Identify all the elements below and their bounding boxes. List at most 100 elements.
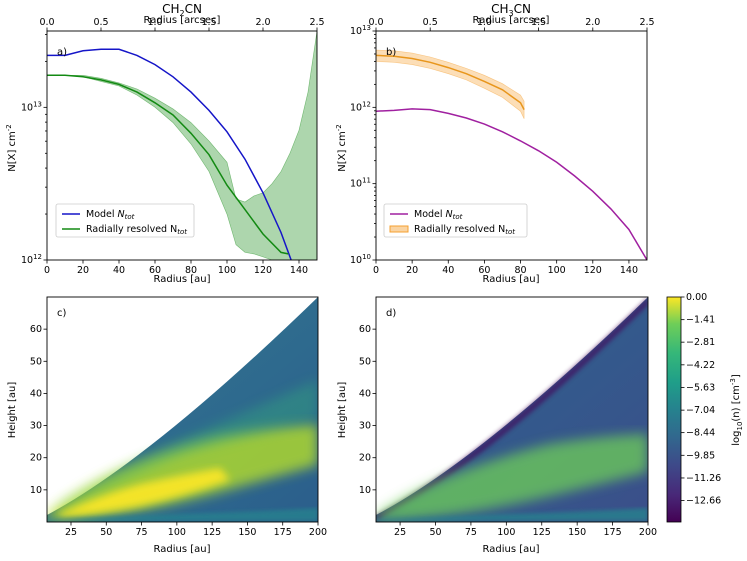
panel-b-ylabel: N[X] cm-2 [335, 124, 348, 172]
panel-a-x2tick-label: 1.0 [147, 17, 162, 28]
legend-b-model-label: Model Ntot [414, 209, 463, 221]
panel-c-xtick-label: 125 [203, 527, 221, 538]
colorbar-tick-label: −1.41 [686, 315, 715, 326]
panel-b-xtick-label: 100 [548, 265, 566, 276]
panel-b: CH3CN Radius [arcsec] 0 20 40 60 80 100 120 140… [335, 2, 655, 285]
panel-d-ytick-label: 30 [359, 421, 371, 432]
panel-d-xtick-label: 75 [465, 527, 477, 538]
colorbar-ticks: 0.00 −1.41 −2.81 −4.22 −5.63 −7.04 −8.44 −9.85 −… [681, 292, 721, 506]
panel-b-series-1 [376, 54, 525, 110]
panel-d-ytick-label: 50 [359, 356, 371, 367]
colorbar-tick-label: 0.00 [686, 292, 707, 303]
panel-b-ytick-label: 1010 [350, 253, 371, 266]
panel-b-x2tick-label: 0.0 [368, 17, 383, 28]
panel-b-xtick-label: 60 [478, 265, 490, 276]
legend-b-resolved-label: Radially resolved Ntot [414, 224, 515, 236]
panel-b-x2tick-label: 0.5 [423, 17, 438, 28]
colorbar-tick-label: −9.85 [686, 450, 715, 461]
panel-b-x2tick-label: 2.5 [639, 17, 654, 28]
legend-b-resolved-swatch [389, 225, 409, 233]
panel-d-ytick-label: 20 [359, 453, 371, 464]
panel-c-heatmap [47, 297, 318, 522]
panel-b-x2tick-label: 1.5 [531, 17, 546, 28]
panel-c-upper-glow [60, 380, 318, 510]
panel-b-title: CH3CN [491, 2, 531, 18]
panel-a-x2label: Radius [arcsec] [144, 15, 221, 26]
panel-a-series-0 [47, 48, 292, 260]
panel-a-band [47, 31, 317, 260]
panel-b-ytick-label: 1012 [350, 100, 371, 113]
panel-a-xtick-label: 40 [113, 265, 125, 276]
legend-a-resolved-label: Radially resolved Ntot [86, 224, 187, 236]
panel-c-ytick-label: 40 [30, 388, 42, 399]
panel-b-ticks: 0 20 40 60 80 100 120 140 0.0 0.5 1.0 1.5 2.0 2.5 1010… [350, 17, 655, 276]
panel-c-xtick-label: 50 [100, 527, 112, 538]
panel-c-label: c) [57, 308, 66, 319]
panel-a-ticks: 0 20 40 60 80 100 120 140 0.0 0.5 1.0 1.5 2.0 2.5 1012… [21, 17, 325, 276]
legend-a-model-label: Model Ntot [86, 209, 135, 221]
panel-c-ytick-label: 30 [30, 421, 42, 432]
panel-b-band [376, 49, 525, 119]
panel-a-ytick-label: 1013 [21, 100, 42, 113]
panel-c-xtick-label: 75 [136, 527, 148, 538]
panel-d-xtick-label: 175 [604, 527, 622, 538]
colorbar-tick-label: −4.22 [686, 360, 715, 371]
panel-c-xtick-label: 100 [168, 527, 186, 538]
panel-a-series [47, 48, 292, 260]
panel-a-error-band [47, 31, 317, 260]
panel-b-xlabel: Radius [au] [483, 274, 540, 285]
panel-b-x2tick-label: 1.0 [477, 17, 492, 28]
panel-a-xlabel: Radius [au] [154, 274, 211, 285]
panel-a-legend: Model Ntot Radially resolved Ntot [55, 203, 195, 238]
panel-d-ticks: 25 50 75 100 125 150 175 200 10 20 30 40 50 60 [359, 324, 657, 538]
panel-a-xtick-label: 120 [254, 265, 272, 276]
panel-d-bright-layer [376, 434, 648, 521]
panel-c-midplane [47, 508, 318, 521]
panel-d-heatmap [376, 297, 648, 522]
panel-d-xtick-label: 200 [639, 527, 657, 538]
panel-d-xtick-label: 150 [568, 527, 586, 538]
panel-a: CH2CN Radius [arcsec] 0 20 40 60 80 100 120 140… [5, 2, 325, 285]
panel-b-xtick-label: 40 [442, 265, 454, 276]
panel-b-error-band [376, 49, 525, 119]
colorbar-tick-label: −12.66 [686, 495, 721, 506]
panel-d-xtick-label: 50 [429, 527, 441, 538]
panel-c-ytick-label: 20 [30, 453, 42, 464]
panel-d-midplane [376, 508, 648, 521]
panel-d-xlabel: Radius [au] [483, 544, 540, 555]
panel-b-label: b) [386, 47, 396, 58]
panel-a-label: a) [57, 47, 67, 58]
panel-c-ylabel: Height [au] [7, 382, 18, 439]
panel-b-series [376, 54, 647, 260]
colorbar-gradient [666, 296, 682, 523]
panel-d-xtick-label: 25 [394, 527, 406, 538]
panel-a-x2tick-label: 0.5 [93, 17, 108, 28]
panel-a-x2tick-label: 1.5 [201, 17, 216, 28]
panel-d-xtick-label: 125 [533, 527, 551, 538]
panel-c-ytick-label: 60 [30, 324, 42, 335]
panel-d-ytick-label: 40 [359, 388, 371, 399]
colorbar-tick-label: −11.26 [686, 473, 721, 484]
panel-c-xlabel: Radius [au] [154, 544, 211, 555]
panel-c-xtick-label: 175 [274, 527, 292, 538]
panel-b-xtick-label: 0 [373, 265, 379, 276]
panel-b-xtick-label: 120 [584, 265, 602, 276]
panel-a-ylabel: N[X] cm-2 [5, 124, 18, 172]
panel-b-ytick-label: 1013 [350, 24, 371, 37]
panel-b-x2tick-label: 2.0 [585, 17, 600, 28]
panel-a-x2tick-label: 2.5 [309, 17, 324, 28]
panel-a-frame [46, 30, 318, 261]
panel-d-label: d) [386, 308, 396, 319]
panel-a-xtick-label: 80 [185, 265, 197, 276]
panel-b-x2label: Radius [arcsec] [473, 15, 550, 26]
panel-d-frame [375, 296, 649, 523]
panel-c-xtick-label: 25 [65, 527, 77, 538]
colorbar-label: log10(n) [cm-3] [729, 374, 744, 446]
panel-d: 25 50 75 100 125 150 175 200 10 20 30 40 50 60 d) Rad… [337, 296, 657, 555]
panel-b-ytick-label: 1011 [350, 177, 371, 190]
colorbar: 0.00 −1.41 −2.81 −4.22 −5.63 −7.04 −8.44 −9.85 −… [666, 292, 744, 523]
panel-d-ylabel: Height [au] [337, 382, 348, 439]
panel-c-ticks: 25 50 75 100 125 150 175 200 10 20 30 40 50 60 [30, 324, 327, 538]
panel-b-xtick-label: 80 [514, 265, 526, 276]
